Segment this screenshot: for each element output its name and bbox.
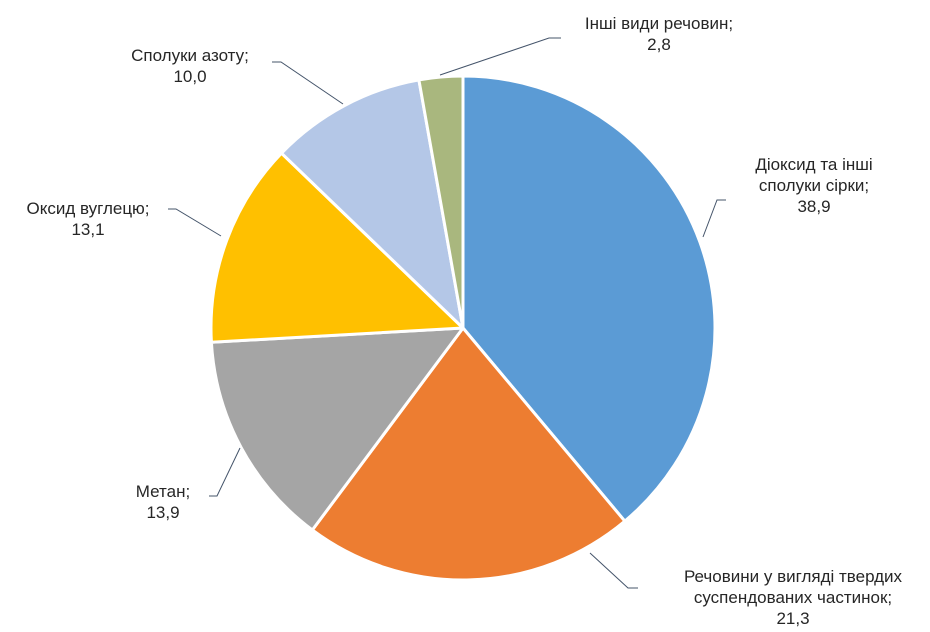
slice-label-3: Метан; 13,9 [136,482,190,522]
slice-value-text: 13,1 [71,220,104,239]
slice-label-4: Оксид вуглецю; 13,1 [26,199,149,239]
leader-line-6 [439,37,561,76]
slice-category-text: сполуки сірки; [759,176,869,195]
pie-slice-4 [209,151,465,344]
slice-value-text: 2,8 [647,35,671,54]
leader-lines [168,37,726,589]
pie-slices [209,74,717,582]
leader-line-1 [702,199,726,238]
pie-slice-3 [209,326,465,532]
leader-line-3 [209,447,241,497]
slice-category-text: Діоксид та інші [755,155,872,174]
slice-value-text: 13,9 [146,503,179,522]
pie-slice-6 [417,74,465,330]
pie-slice-1 [461,74,717,523]
leader-line-4 [168,208,222,237]
slice-value-text: 10,0 [173,67,206,86]
slice-category-text: Речовини у вигляді твердих [684,567,903,586]
slice-label-2: Речовини у вигляді твердих суспендованих … [684,567,903,628]
slice-label-1: Діоксид та інші сполуки сірки; 38,9 [755,155,872,216]
slice-category-text: Сполуки азоту; [131,46,249,65]
slice-category-text: Метан; [136,482,190,501]
leader-line-5 [272,61,344,105]
slice-value-text: 38,9 [797,197,830,216]
slice-label-5: Сполуки азоту; 10,0 [131,46,249,86]
slice-category-text: суспендованих частинок; [694,588,892,607]
data-labels: Діоксид та інші сполуки сірки; 38,9 Речовин… [26,14,902,628]
pie-slice-2 [310,326,627,582]
slice-category-text: Інші види речовин; [585,14,733,33]
slice-value-text: 21,3 [776,609,809,628]
pie-slice-5 [279,78,465,330]
leader-line-2 [589,552,638,589]
slice-label-6: Інші види речовин; 2,8 [585,14,733,54]
slice-category-text: Оксид вуглецю; [26,199,149,218]
